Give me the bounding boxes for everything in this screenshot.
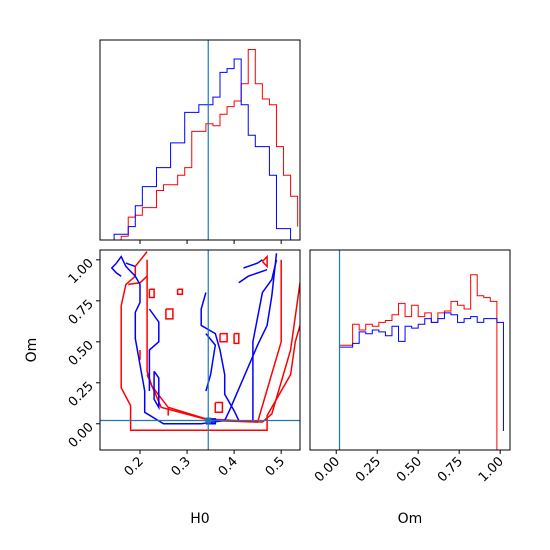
histogram-Om-xtick-tick-label-0: 0.00 xyxy=(312,454,343,485)
contour-blue-5 xyxy=(153,370,160,411)
contour-red-7 xyxy=(219,332,228,343)
contour-red-12 xyxy=(233,332,240,345)
histogram-H0-blue-series xyxy=(100,58,298,240)
contour-red-8 xyxy=(261,254,268,269)
contour-blue-10 xyxy=(252,259,278,421)
histogram-Om-xtick-tick-label-4: 1.00 xyxy=(476,454,507,485)
contour-H0-Om-panel: 0.2 0.3 0.4 0.5 0.00 0.25 0.50 0.75 1.00 H0 Om xyxy=(24,249,301,527)
histogram-H0-panel xyxy=(99,39,301,244)
contour-blue-9 xyxy=(243,259,263,269)
histogram-Om-frame xyxy=(309,249,511,451)
histogram-Om-xtick-tick-label-1: 0.25 xyxy=(353,454,384,485)
histogram-H0-frame xyxy=(99,39,301,241)
contour-blue-2 xyxy=(125,262,136,268)
contour-xtick-tick-label-1: 0.3 xyxy=(169,454,194,479)
contour-ytick-tick-label-2: 0.50 xyxy=(66,338,97,369)
histogram-Om-xtick-tick-label-2: 0.50 xyxy=(394,454,425,485)
histogram-Om-xtick-tick-label-3: 0.75 xyxy=(435,454,466,485)
contour-red-9 xyxy=(214,401,224,414)
histogram-H0-red-series xyxy=(100,49,299,240)
contour-ytick-tick-label-1: 0.25 xyxy=(66,379,97,410)
contour-red-6 xyxy=(165,308,174,320)
y-axis-label-Om: Om xyxy=(24,338,40,363)
contour-ytick-tick-label-4: 1.00 xyxy=(66,256,97,287)
histogram-Om-red-series xyxy=(313,274,504,450)
x-axis-label-H0: H0 xyxy=(190,511,209,527)
contour-red-3 xyxy=(128,275,148,286)
contour-blue-3 xyxy=(148,308,160,391)
contour-red-2 xyxy=(146,259,282,423)
contour-blue-8 xyxy=(238,268,268,284)
contour-xtick-tick-label-0: 0.2 xyxy=(122,454,147,479)
contour-blue-4 xyxy=(200,292,240,421)
contour-xtick-tick-label-2: 0.4 xyxy=(216,454,241,479)
contour-red-4 xyxy=(148,288,155,299)
contour-blue-1 xyxy=(110,262,122,277)
x-axis-label-Om: Om xyxy=(398,511,423,527)
contour-xtick-tick-label-3: 0.5 xyxy=(263,454,288,479)
histogram-H0-series-group xyxy=(100,49,299,240)
contour-blue-7 xyxy=(205,333,217,392)
contour-frame xyxy=(99,249,301,451)
truth-point-marker xyxy=(205,417,212,424)
histogram-Om-blue-series xyxy=(313,312,504,450)
contour-red-5 xyxy=(176,288,184,296)
contour-lines-group xyxy=(110,251,300,432)
histogram-Om-panel: 0.00 0.25 0.50 0.75 1.00 Om xyxy=(309,249,511,527)
contour-red-1 xyxy=(120,251,300,432)
contour-blue-0 xyxy=(115,253,278,425)
contour-ytick-tick-label-0: 0.00 xyxy=(66,420,97,451)
contour-ytick-tick-label-3: 0.75 xyxy=(66,297,97,328)
histogram-Om-series-group xyxy=(313,274,504,450)
